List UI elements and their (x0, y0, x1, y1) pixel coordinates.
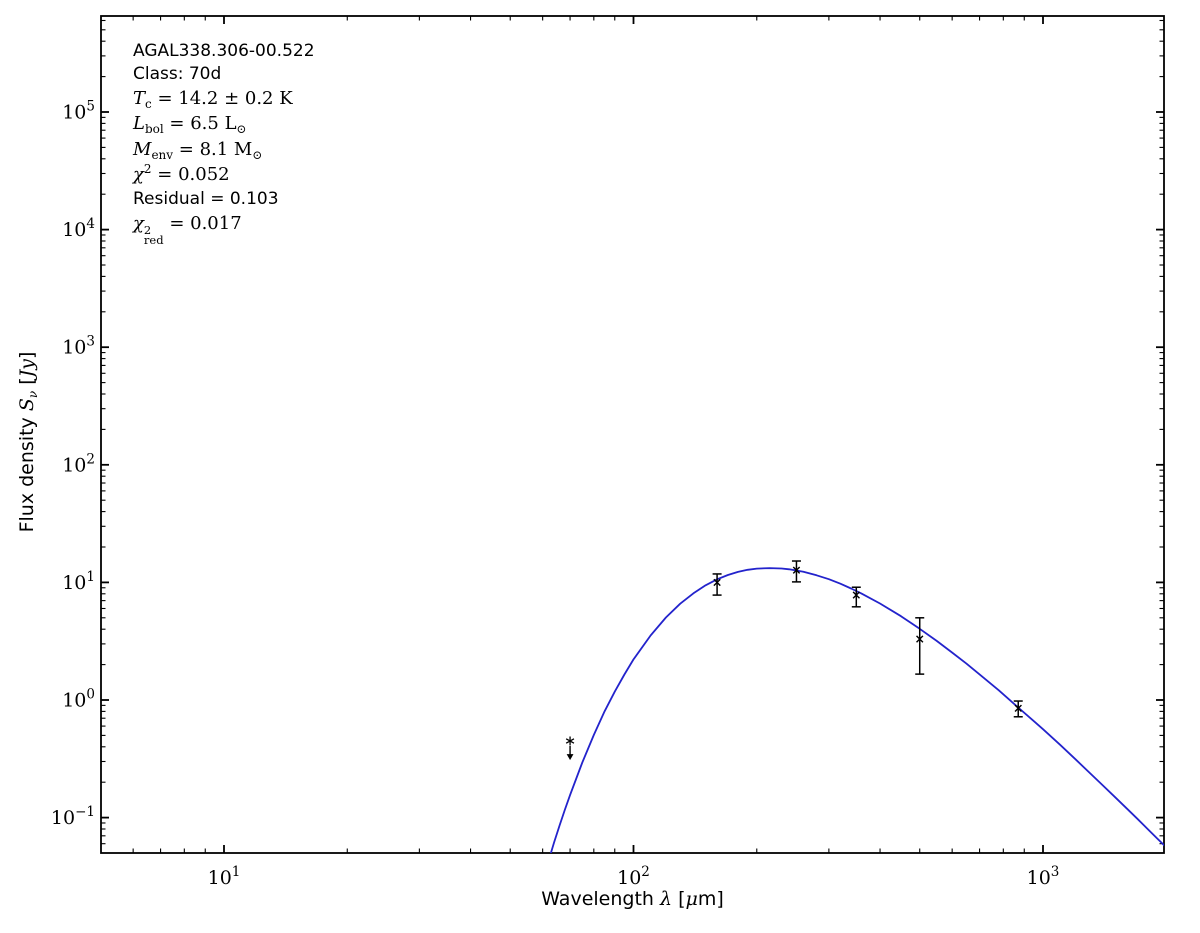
sup-sub-stack: 2 red (143, 222, 164, 248)
text-segment: [ (672, 888, 686, 910)
x-tick-labels: 101 102 103 (208, 864, 1060, 889)
text-segment: Jy (16, 359, 38, 378)
text-segment: = 0.052 (151, 164, 230, 186)
y-axis-title: Flux density Sν [Jy] (16, 351, 40, 533)
x-marker (852, 591, 860, 599)
text-segment: env (151, 147, 174, 162)
upper-limit-marker (565, 736, 575, 761)
data-point (712, 573, 722, 596)
y-tick-label: 104 (62, 216, 95, 241)
data-point (791, 560, 801, 583)
fit-info-line: Lbol = 6.5 L⊙ (133, 112, 315, 137)
marker-stroke (792, 566, 801, 574)
text-segment: ⊙ (252, 147, 263, 162)
text-segment: Wavelength (541, 888, 660, 910)
axis-ticks (101, 16, 1164, 853)
fit-info-line: Class: 70d (133, 63, 315, 86)
data-point (915, 617, 925, 675)
y-tick-label: 101 (62, 569, 95, 594)
fit-info-line: AGAL338.306-00.522 (133, 40, 315, 63)
data-point (851, 586, 861, 608)
asterisk-marker (565, 736, 575, 746)
fit-info-line: χ 2 red = 0.017 (133, 212, 315, 246)
x-tick-label: 102 (617, 864, 650, 889)
marker-stroke (713, 578, 721, 587)
text-segment: = 0.017 (163, 212, 242, 234)
x-tick-label: 103 (1027, 864, 1060, 889)
x-marker (713, 578, 721, 587)
text-segment: = 14.2 ± 0.2 K (151, 87, 293, 109)
fit-info-line: Residual = 0.103 (133, 188, 315, 211)
text-segment: χ (133, 164, 144, 186)
fit-info-block: AGAL338.306-00.522 Class: 70d Tc = 14.2 ± … (133, 40, 315, 246)
text-segment: ] (16, 351, 38, 360)
text-segment: M (133, 138, 152, 160)
fit-info-line: Menv = 8.1 M⊙ (133, 138, 315, 163)
text-segment: λ (659, 888, 673, 910)
data-point (1013, 700, 1023, 718)
x-marker (792, 566, 801, 574)
text-segment: ⊙ (236, 122, 247, 137)
y-tick-label: 103 (62, 334, 95, 359)
marker-stroke (1014, 704, 1022, 712)
fit-info-line: χ2 = 0.052 (133, 162, 315, 188)
text-segment: bol (144, 122, 164, 137)
plot-frame (100, 15, 1165, 854)
fit-info-line: Tc = 14.2 ± 0.2 K (133, 87, 315, 112)
y-tick-labels: 10−1 100 101 102 103 104 105 (51, 99, 95, 830)
marker-stroke (565, 738, 575, 744)
text-segment: c (145, 96, 152, 111)
text-segment: Flux density (16, 411, 38, 533)
text-segment: = 6.5 L (163, 113, 237, 135)
sed-model-curve (549, 567, 1164, 853)
text-segment: S (16, 398, 38, 412)
x-tick-label: 101 (208, 864, 241, 889)
x-marker (1014, 704, 1022, 712)
arrow-head (566, 754, 574, 761)
text-segment: m] (697, 888, 724, 910)
text-segment: Class: 70d (133, 64, 222, 85)
y-tick-label: 100 (62, 687, 95, 712)
text-segment: Residual = 0.103 (133, 189, 279, 210)
text-segment: ν (26, 390, 40, 399)
y-tick-label: 105 (62, 99, 95, 124)
text-segment: L (133, 113, 145, 135)
text-segment: χ (133, 212, 144, 234)
text-segment: [ (16, 377, 38, 391)
text-segment: T (133, 87, 146, 109)
y-tick-label: 10−1 (51, 804, 95, 829)
x-marker (916, 635, 924, 643)
x-axis-title: Wavelength λ [μm] (101, 888, 1164, 910)
text-segment: = 8.1 M (173, 138, 253, 160)
text-segment: AGAL338.306-00.522 (133, 41, 315, 61)
text-segment: 2 (143, 162, 152, 177)
text-segment: μ (685, 888, 698, 910)
marker-stroke (852, 591, 860, 599)
y-tick-label: 102 (62, 451, 95, 476)
marker-stroke (916, 635, 924, 643)
